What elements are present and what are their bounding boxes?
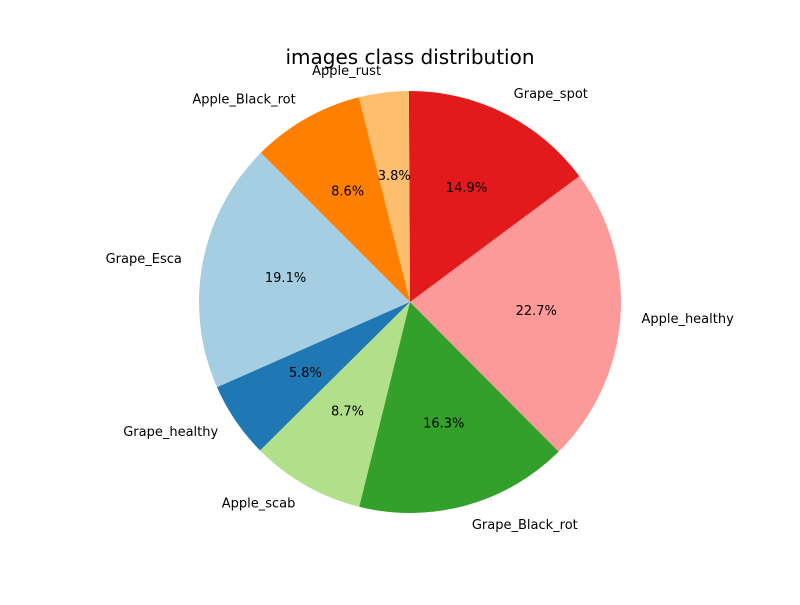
slice-label: Grape_Black_rot bbox=[472, 518, 578, 533]
slice-percentage: 14.9% bbox=[446, 181, 487, 196]
pie-slice-grape-healthy bbox=[216, 302, 410, 451]
slice-label: Grape_healthy bbox=[123, 425, 218, 440]
pie-labels: Grape_Esca 19.1% Grape_healthy 5.8% Apple_sc… bbox=[106, 64, 735, 533]
slice-percentage: 3.8% bbox=[378, 169, 411, 184]
slice-percentage: 22.7% bbox=[516, 304, 557, 319]
slice-label: Grape_Esca bbox=[106, 252, 182, 267]
pie-slice-apple-rust bbox=[358, 91, 410, 302]
slice-label: Apple_scab bbox=[222, 496, 296, 511]
pie-slice-apple-black-rot bbox=[260, 97, 410, 302]
slice-label: Apple_healthy bbox=[641, 312, 734, 327]
pie-slice-grape-spot bbox=[408, 91, 580, 302]
slice-percentage: 16.3% bbox=[423, 417, 464, 432]
slice-label: Grape_spot bbox=[514, 87, 588, 102]
pie-slice-grape-black-rot bbox=[359, 302, 559, 513]
pie-slices bbox=[199, 91, 621, 513]
pie-slice-grape-esca bbox=[199, 152, 410, 388]
slice-label: Apple_Black_rot bbox=[192, 92, 295, 107]
chart-title: images class distribution bbox=[285, 45, 534, 69]
pie-slice-apple-healthy bbox=[410, 176, 621, 452]
slice-percentage: 8.7% bbox=[331, 405, 364, 420]
slice-percentage: 5.8% bbox=[289, 366, 322, 381]
slice-label: Apple_rust bbox=[312, 64, 381, 79]
slice-percentage: 8.6% bbox=[331, 184, 364, 199]
slice-percentage: 19.1% bbox=[265, 271, 306, 286]
pie-slice-apple-scab bbox=[260, 302, 410, 507]
